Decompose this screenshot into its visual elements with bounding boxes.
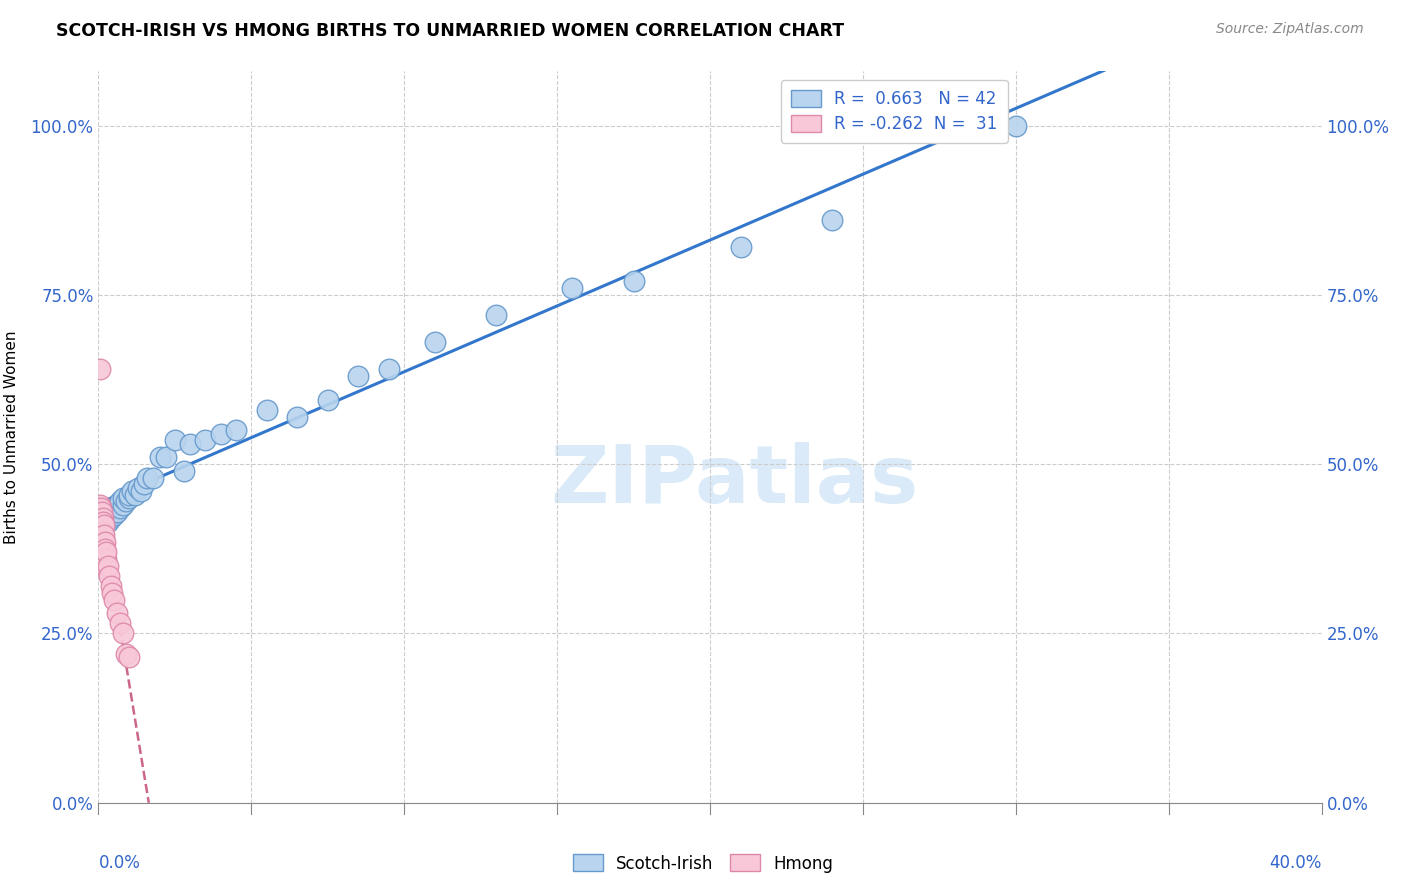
Point	[93, 535, 115, 549]
Point	[179, 437, 201, 451]
Point	[108, 494, 131, 508]
Point	[93, 545, 115, 559]
Point	[115, 494, 138, 508]
Point	[101, 586, 124, 600]
Point	[209, 426, 232, 441]
Point	[111, 498, 134, 512]
Point	[974, 119, 997, 133]
Point	[129, 484, 152, 499]
Point	[98, 569, 121, 583]
Point	[96, 562, 118, 576]
Point	[118, 650, 141, 665]
Point	[485, 308, 508, 322]
Point	[97, 515, 120, 529]
Point	[118, 488, 141, 502]
Point	[94, 545, 117, 559]
Point	[94, 541, 117, 556]
Point	[91, 532, 114, 546]
Point	[89, 505, 111, 519]
Point	[90, 511, 112, 525]
Point	[821, 213, 844, 227]
Point	[103, 508, 125, 522]
Point	[111, 626, 134, 640]
Point	[108, 501, 131, 516]
Point	[89, 362, 111, 376]
Point	[163, 434, 186, 448]
Y-axis label: Births to Unmarried Women: Births to Unmarried Women	[4, 330, 20, 544]
Point	[91, 524, 114, 539]
Text: Source: ZipAtlas.com: Source: ZipAtlas.com	[1216, 22, 1364, 37]
Point	[100, 511, 122, 525]
Point	[100, 579, 122, 593]
Point	[93, 518, 115, 533]
Point	[103, 592, 125, 607]
Point	[623, 274, 645, 288]
Point	[111, 491, 134, 505]
Point	[91, 505, 114, 519]
Point	[91, 515, 114, 529]
Point	[94, 552, 117, 566]
Text: 0.0%: 0.0%	[98, 854, 141, 872]
Point	[115, 647, 138, 661]
Point	[194, 434, 217, 448]
Point	[103, 505, 125, 519]
Point	[316, 392, 339, 407]
Point	[423, 335, 446, 350]
Point	[105, 606, 128, 620]
Point	[256, 403, 278, 417]
Legend: R =  0.663   N = 42, R = -0.262  N =  31: R = 0.663 N = 42, R = -0.262 N = 31	[780, 79, 1008, 143]
Point	[97, 558, 120, 573]
Point	[105, 498, 128, 512]
Point	[127, 481, 149, 495]
Point	[378, 362, 401, 376]
Point	[90, 508, 112, 522]
Legend: Scotch-Irish, Hmong: Scotch-Irish, Hmong	[567, 847, 839, 880]
Text: ZIPatlas: ZIPatlas	[550, 442, 918, 520]
Point	[173, 464, 195, 478]
Text: 40.0%: 40.0%	[1270, 854, 1322, 872]
Point	[897, 119, 920, 133]
Point	[155, 450, 177, 465]
Point	[93, 528, 115, 542]
Point	[730, 240, 752, 254]
Text: SCOTCH-IRISH VS HMONG BIRTHS TO UNMARRIED WOMEN CORRELATION CHART: SCOTCH-IRISH VS HMONG BIRTHS TO UNMARRIE…	[56, 22, 845, 40]
Point	[121, 484, 143, 499]
Point	[91, 515, 114, 529]
Point	[134, 477, 156, 491]
Point	[136, 471, 159, 485]
Point	[225, 423, 247, 437]
Point	[1004, 119, 1026, 133]
Point	[90, 515, 112, 529]
Point	[89, 498, 111, 512]
Point	[118, 491, 141, 505]
Point	[105, 505, 128, 519]
Point	[285, 409, 308, 424]
Point	[142, 471, 165, 485]
Point	[90, 501, 112, 516]
Point	[561, 281, 583, 295]
Point	[149, 450, 172, 465]
Point	[91, 511, 114, 525]
Point	[108, 616, 131, 631]
Point	[347, 369, 370, 384]
Point	[124, 488, 146, 502]
